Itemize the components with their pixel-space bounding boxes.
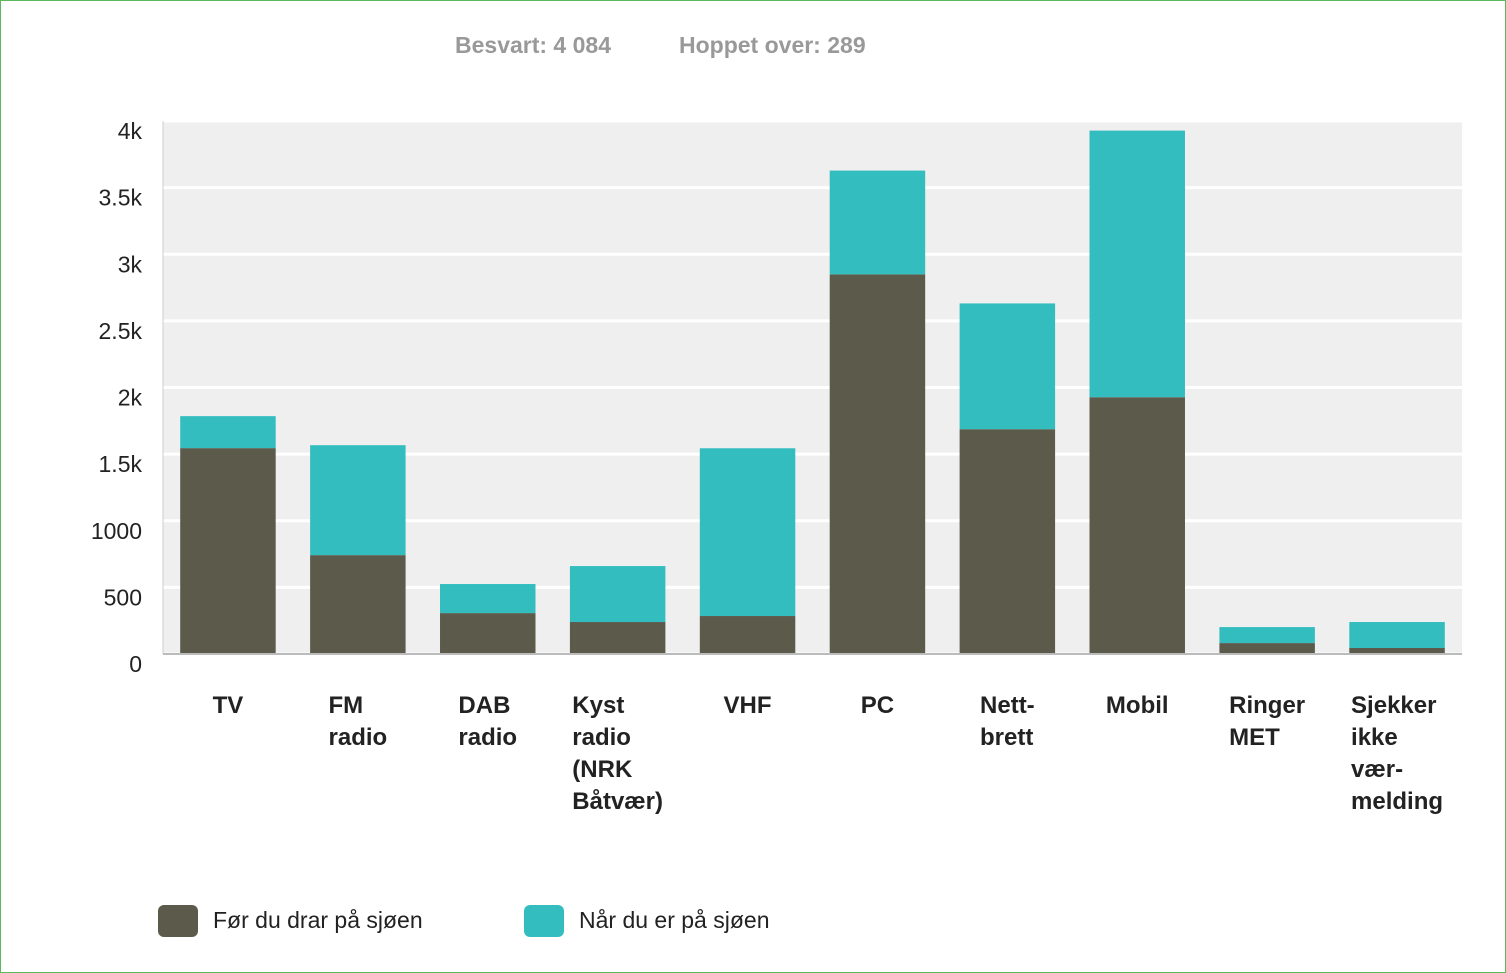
legend-label: Før du drar på sjøen <box>213 907 423 933</box>
bar-segment <box>569 566 666 623</box>
skipped: Hoppet over: 289 <box>679 32 866 58</box>
y-tick-label: 2k <box>118 385 143 411</box>
y-tick-label: 1000 <box>91 518 142 544</box>
y-tick-label: 3k <box>118 251 143 277</box>
x-tick-label: Ringer MET <box>1229 692 1306 751</box>
y-tick-label: 4k <box>118 118 143 144</box>
bar-segment <box>569 622 666 654</box>
bar-segment <box>180 448 276 654</box>
legend-swatch <box>524 905 564 937</box>
bar-segment <box>1349 648 1445 654</box>
bar-segment <box>1349 622 1445 649</box>
x-tick-label: DAB radio <box>458 692 518 751</box>
x-tick-label: PC <box>860 692 895 719</box>
bar-segment <box>1089 397 1185 654</box>
y-tick-label: 2.5k <box>99 318 143 344</box>
bar-segment <box>1089 130 1185 398</box>
x-tick-label: FM radio <box>328 692 388 751</box>
answered: Besvart: 4 084 <box>455 32 611 58</box>
legend-label: Når du er på sjøen <box>579 907 769 933</box>
bar-segment <box>699 616 796 654</box>
bar-segment <box>829 274 926 654</box>
x-tick-label: Mobil <box>1105 692 1169 719</box>
legend-swatch <box>158 905 198 937</box>
x-tick-label: TV <box>212 692 244 719</box>
bar-segment <box>440 613 536 654</box>
bar-segment <box>310 555 406 654</box>
bar-segment <box>310 445 406 556</box>
bar-segment <box>829 170 926 275</box>
bar-segment <box>1219 627 1315 644</box>
x-tick-label: Sjekker ikke vær- melding <box>1351 692 1444 815</box>
bar-segment <box>1219 643 1315 654</box>
bar-segment <box>180 416 276 449</box>
y-tick-label: 3.5k <box>99 185 143 211</box>
bar-segment <box>959 429 1056 654</box>
bar-segment <box>440 584 536 614</box>
x-tick-label: Nett- brett <box>980 692 1035 751</box>
y-tick-label: 1.5k <box>99 451 143 477</box>
y-tick-label: 0 <box>129 651 142 677</box>
x-tick-label: Kyst radio (NRK Båtvær) <box>572 692 663 815</box>
bar-segment <box>699 448 796 617</box>
x-tick-label: VHF <box>723 692 772 719</box>
bar-segment <box>959 303 1056 430</box>
y-tick-label: 500 <box>104 584 142 610</box>
